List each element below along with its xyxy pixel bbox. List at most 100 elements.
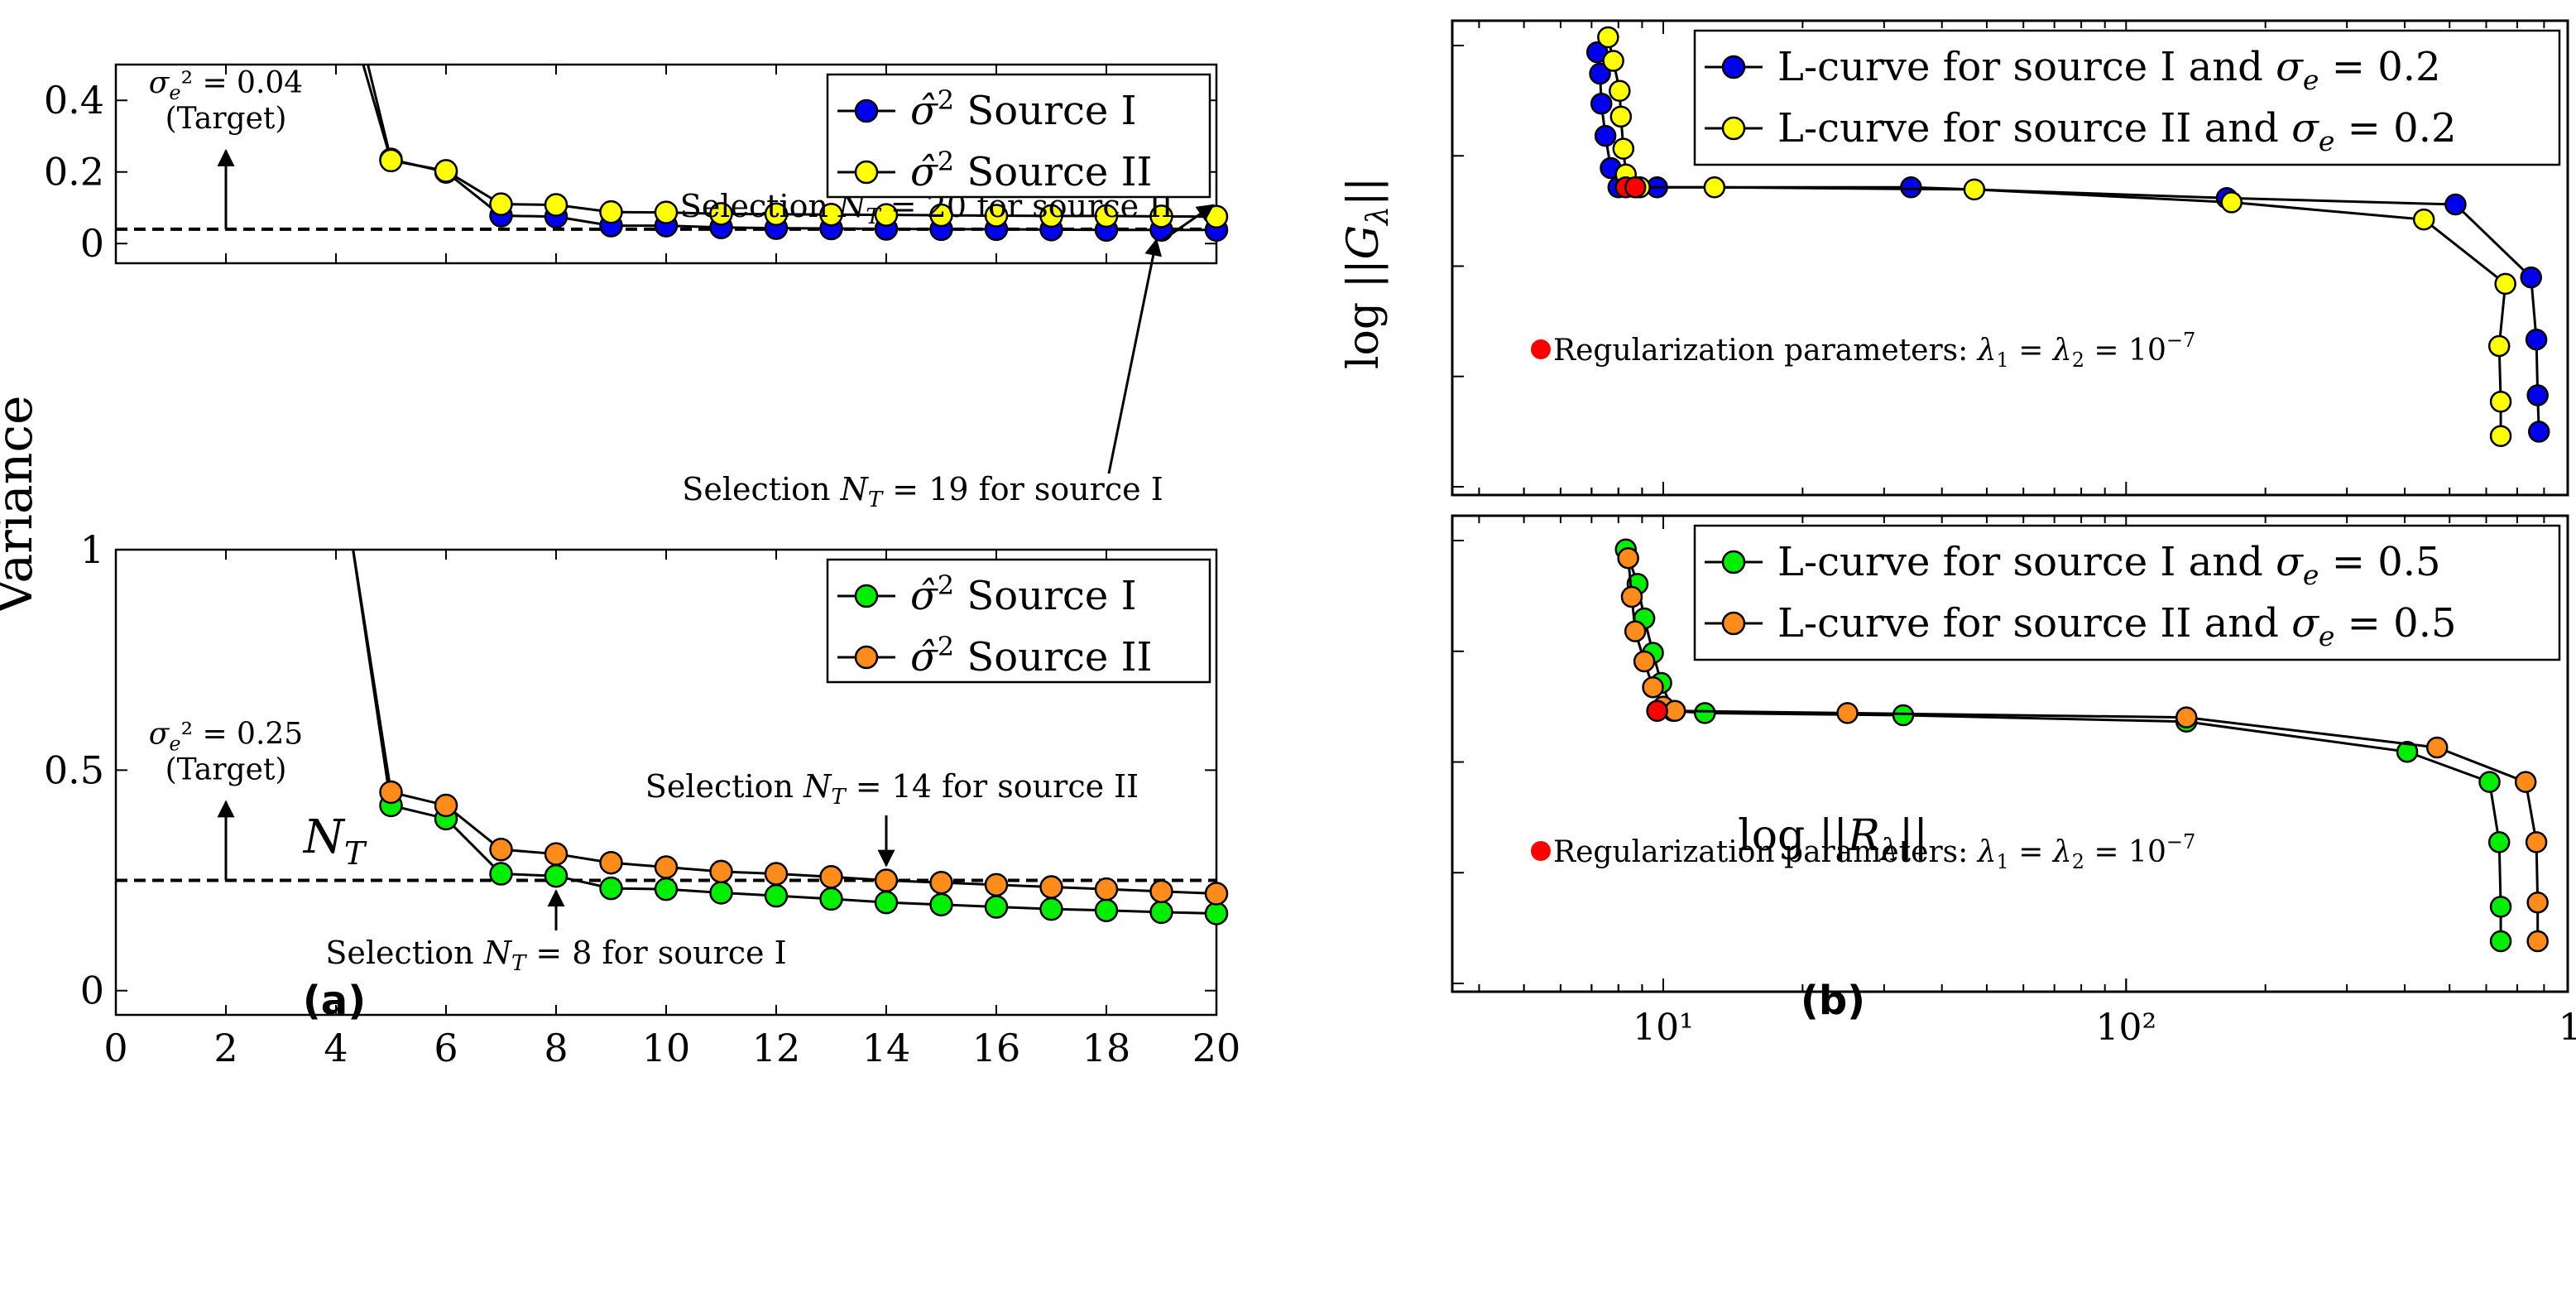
- y-axis-label-b: log ||Gλ||: [1339, 177, 1395, 369]
- data-point: [1094, 898, 1119, 922]
- legend-box: [1693, 29, 2561, 166]
- data-point: [1703, 176, 1726, 199]
- data-point: [1624, 620, 1647, 642]
- x-tick-label: 20: [1192, 1026, 1241, 1070]
- data-point: [929, 203, 953, 228]
- target-label: σe​² = 0.25: [149, 718, 303, 756]
- data-point: [1204, 901, 1229, 925]
- data-point: [819, 865, 843, 889]
- regularization-label: Regularization parameters: λ1​ = λ2​ = 1…: [1553, 830, 2195, 873]
- legend-label: σ̂2 Source II: [910, 146, 1153, 195]
- data-point: [929, 892, 953, 917]
- regularization-point: [1624, 176, 1647, 199]
- data-point: [874, 890, 899, 915]
- x-tick-label: 10²: [2095, 1007, 2156, 1049]
- data-point: [379, 780, 403, 805]
- data-point: [2396, 740, 2419, 763]
- plot-frame: [1451, 514, 2569, 993]
- legend-box: [1693, 524, 2561, 661]
- data-point: [1633, 650, 1656, 673]
- legend-box: [826, 558, 1211, 684]
- y-tick-label: 0.4: [44, 78, 104, 123]
- data-point: [2494, 272, 2516, 296]
- data-point: [764, 862, 789, 886]
- data-point: [819, 887, 843, 911]
- data-point: [929, 870, 953, 895]
- data-point: [2220, 191, 2243, 214]
- data-point: [874, 203, 899, 227]
- data-point: [1589, 62, 1611, 85]
- legend-marker: [854, 99, 879, 123]
- data-point: [1836, 702, 1859, 724]
- x-tick-label: 6: [434, 1026, 458, 1070]
- legend-marker: [1721, 55, 1746, 79]
- data-point: [1590, 93, 1613, 115]
- y-tick-label: 0.2: [44, 150, 104, 195]
- data-point: [1597, 26, 1619, 49]
- legend-marker: [1721, 611, 1746, 636]
- chart-b-top: Regularization parameters: λ1​ = λ2​ = 1…: [1451, 19, 2569, 497]
- legend-label: L-curve for source II and σe​ = 0.5: [1777, 600, 2457, 652]
- data-point: [1620, 585, 1643, 608]
- annotation-arrow: [1107, 238, 1163, 474]
- data-point: [544, 842, 568, 866]
- legend-marker: [854, 160, 879, 185]
- legend-a-bottom: σ̂2 Source I σ̂2 Source II: [826, 558, 1211, 684]
- data-point: [489, 837, 513, 862]
- y-tick-label: 1: [80, 527, 104, 572]
- legend-label: σ̂2 Source I: [910, 84, 1137, 134]
- x-tick-label: 4: [324, 1026, 348, 1070]
- data-point: [2444, 193, 2467, 216]
- y-tick-label: 0: [80, 221, 104, 266]
- legend-label: σ̂2 Source II: [910, 631, 1153, 680]
- legend-marker: [854, 584, 879, 608]
- data-point: [2520, 266, 2542, 289]
- x-tick-label: 10: [642, 1026, 691, 1070]
- data-point: [2525, 328, 2548, 351]
- data-point: [1642, 675, 1664, 699]
- data-point: [1617, 546, 1639, 570]
- y-tick-label: 0: [80, 969, 104, 1013]
- data-point: [1602, 50, 1624, 72]
- data-point: [1204, 882, 1229, 906]
- regularization-point: [1646, 699, 1668, 723]
- data-point: [1039, 204, 1063, 228]
- data-point: [709, 881, 733, 905]
- x-tick-label: 18: [1082, 1026, 1131, 1070]
- data-point: [984, 873, 1009, 897]
- target-label-sub: (Target): [165, 102, 287, 136]
- data-point: [1039, 897, 1063, 921]
- data-point: [599, 850, 623, 875]
- data-point: [599, 876, 623, 901]
- data-point: [2526, 891, 2549, 914]
- data-point: [1612, 137, 1635, 160]
- data-point: [1094, 204, 1119, 228]
- data-point: [654, 877, 679, 901]
- y-tick-label: 0.5: [44, 748, 104, 792]
- data-point: [2527, 421, 2550, 443]
- data-point: [2487, 334, 2511, 358]
- data-point: [1694, 702, 1716, 724]
- legend-label: L-curve for source II and σe​ = 0.2: [1777, 105, 2457, 157]
- data-point: [2489, 391, 2512, 413]
- x-tick-label: 0: [103, 1026, 127, 1070]
- x-axis-label-a: NT: [302, 810, 367, 872]
- target-label: σe​² = 0.04: [149, 66, 303, 104]
- data-point: [1609, 105, 1633, 128]
- data-point: [489, 192, 513, 216]
- legend-marker: [1721, 116, 1746, 141]
- data-point: [1609, 79, 1631, 102]
- data-point: [2412, 208, 2435, 231]
- data-point: [654, 200, 679, 224]
- subfigure-label-a: (a): [303, 978, 366, 1024]
- x-tick-label: 16: [972, 1026, 1021, 1070]
- data-point: [544, 193, 568, 217]
- data-point: [379, 148, 403, 173]
- regularization-legend-marker: [1531, 841, 1551, 861]
- x-axis-label-b: log ||Rλ||: [1738, 811, 1928, 868]
- legend-b-top: L-curve for source I and σe​ = 0.2 L-curv…: [1693, 29, 2561, 166]
- legend-b-bottom: L-curve for source I and σe​ = 0.5 L-curv…: [1693, 524, 2561, 661]
- data-point: [1149, 204, 1173, 228]
- legend-marker: [854, 645, 879, 670]
